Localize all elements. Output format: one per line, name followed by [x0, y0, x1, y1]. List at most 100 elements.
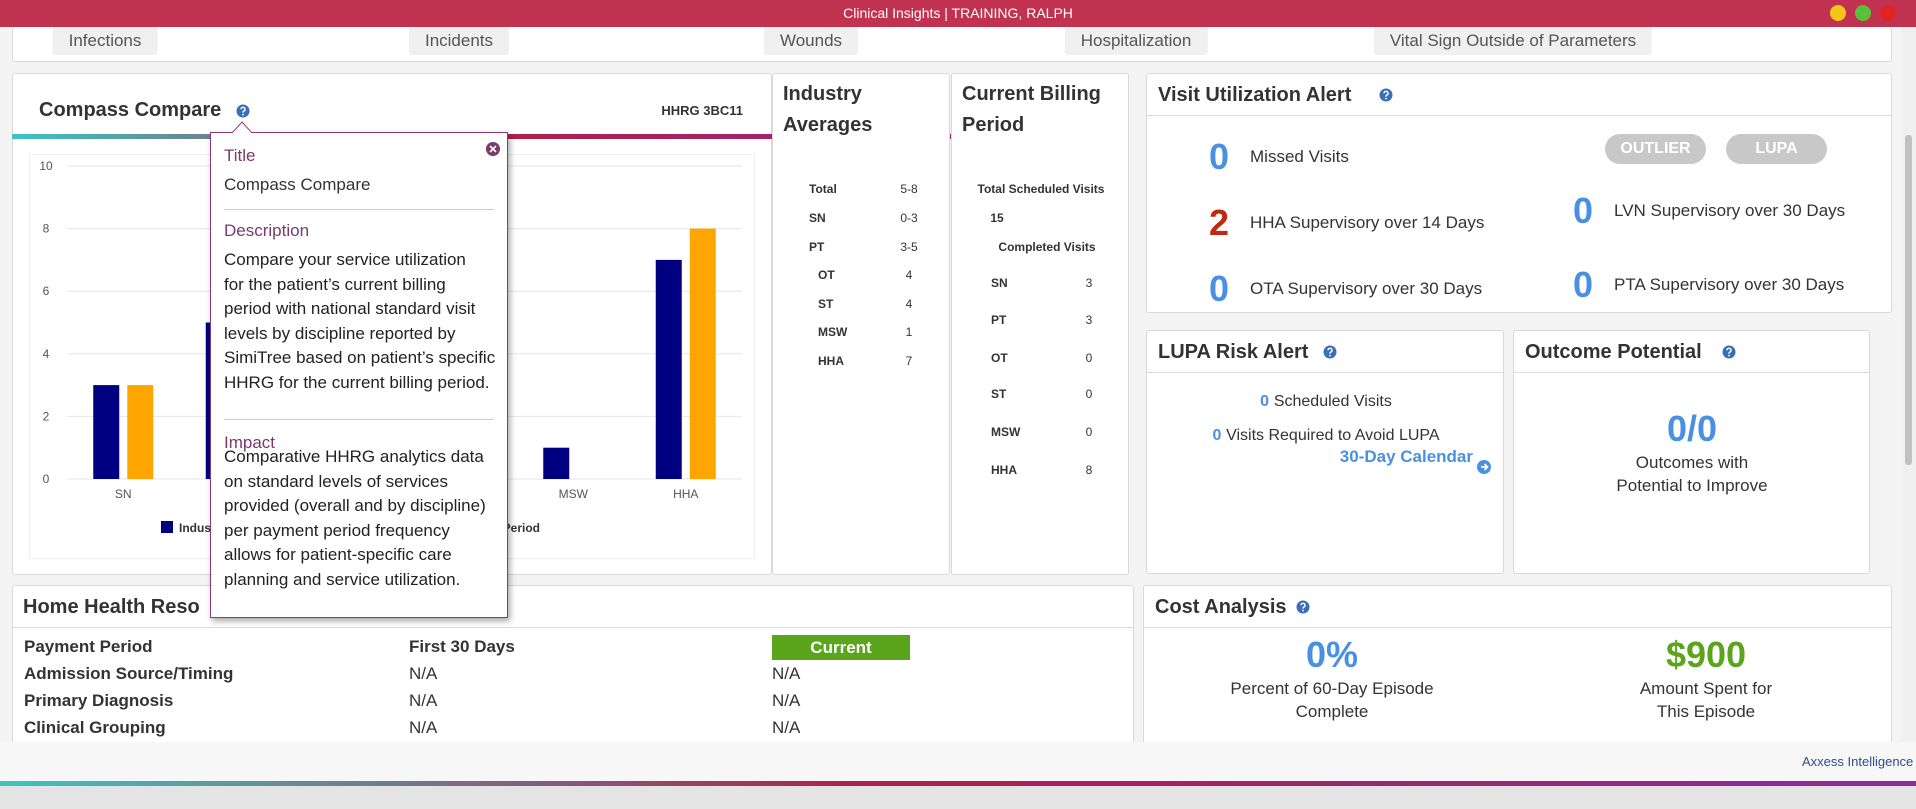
tab[interactable]: Incidents — [408, 27, 510, 55]
tooltip-text: per payment period frequency — [224, 520, 450, 540]
row-value: N/A — [409, 718, 438, 737]
y-tick-label: 8 — [43, 222, 50, 236]
lupa-row: 0 Visits Required to Avoid LUPA — [1212, 425, 1439, 445]
tab[interactable]: Infections — [52, 27, 158, 55]
tooltip-text: period with national standard visit — [224, 299, 476, 318]
row-label: OT — [991, 351, 1008, 365]
row-value: 4 — [905, 297, 913, 311]
row-label: HHA — [818, 354, 844, 368]
tab[interactable]: Wounds — [763, 27, 859, 55]
divider — [1147, 372, 1503, 373]
row-value: N/A — [772, 718, 801, 737]
divider — [13, 627, 1133, 628]
minimize-button[interactable] — [1830, 5, 1846, 21]
divider — [224, 209, 494, 210]
tooltip-close[interactable] — [485, 141, 501, 157]
title-bar: Clinical Insights | TRAINING, RALPH — [0, 0, 1916, 27]
metric-label: Visits Required to Avoid LUPA — [1226, 427, 1440, 444]
calendar-link[interactable]: 30-Day Calendar — [1339, 447, 1473, 466]
panel-title: Visit Utilization Alert — [1158, 84, 1352, 106]
brand: Axxess Intelligence — [1802, 754, 1914, 769]
y-tick-label: 2 — [43, 409, 50, 423]
metric-label: Scheduled Visits — [1273, 393, 1392, 410]
industry-panel: Industry Averages Total 5-8 SN 0-3 PT 3-5 OT 4 ST 4… — [772, 73, 950, 575]
scroll-thumb[interactable] — [1905, 135, 1912, 465]
footer: Axxess Intelligence — [0, 742, 1916, 782]
tooltip-text: provided (overall and by discipline) — [224, 496, 486, 515]
row-value: 0-3 — [900, 211, 918, 225]
row-label: ST — [818, 297, 834, 311]
bar — [543, 447, 570, 479]
bar — [93, 385, 120, 479]
tab[interactable]: Vital Sign Outside of Parameters — [1373, 27, 1653, 55]
total-label: Total Scheduled Visits — [977, 182, 1105, 196]
status-bar — [0, 786, 1916, 809]
divider — [1514, 372, 1869, 373]
completed-label: Completed Visits — [998, 240, 1096, 254]
y-tick-label: 10 — [39, 159, 53, 173]
outcome-value: 0/0 — [1666, 408, 1718, 449]
metric-value: 0 — [1212, 427, 1222, 444]
cost-label: Amount Spent for — [1639, 679, 1773, 698]
panel-title: Current Billing — [962, 83, 1101, 105]
y-tick-label: 0 — [43, 472, 50, 486]
lupa-panel: LUPA Risk Alert 0 Scheduled Visits 0 Visi… — [1146, 330, 1504, 574]
cost-panel: Cost Analysis 0% Percent of 60-Day Episod… — [1143, 585, 1892, 750]
panel-title: Period — [962, 114, 1025, 136]
cost-value: $900 — [1665, 634, 1747, 675]
tooltip-text: Comparative HHRG analytics data — [224, 447, 484, 466]
maximize-button[interactable] — [1855, 5, 1871, 21]
help-icon[interactable] — [1722, 345, 1736, 359]
tooltip-label: Impact — [224, 433, 276, 452]
row-label: Clinical Grouping — [24, 718, 166, 737]
help-icon[interactable] — [1379, 88, 1393, 102]
row-label: SN — [809, 211, 826, 225]
row-label: ST — [991, 387, 1007, 401]
badge[interactable]: OUTLIER — [1605, 134, 1706, 164]
tooltip-text: HHRG for the current billing period. — [224, 372, 490, 392]
metric-label: Missed Visits — [1250, 147, 1349, 166]
badge[interactable]: LUPA — [1726, 134, 1827, 164]
row-label: Total — [809, 182, 837, 196]
tooltip-text: Compare your service utilization — [224, 250, 466, 269]
y-tick-label: 6 — [43, 284, 50, 298]
x-tick-label: HHA — [673, 487, 698, 501]
metric-label: HHA Supervisory over 14 Days — [1250, 213, 1485, 232]
arrow-icon — [1477, 460, 1491, 474]
cost-value: 0% — [1305, 634, 1359, 675]
row-label: Payment Period — [24, 637, 153, 656]
metric-value: 0 — [1572, 264, 1594, 305]
row-value: 4 — [905, 268, 913, 282]
panel-title: Averages — [783, 114, 873, 136]
tooltip-text: levels by discipline reported by — [224, 323, 456, 343]
row-value: 3 — [1085, 276, 1093, 290]
help-icon[interactable] — [1323, 345, 1337, 359]
row-value: 3 — [1085, 313, 1093, 327]
panel-title: Outcome Potential — [1525, 341, 1702, 363]
compass-title: Compass Compare — [39, 99, 222, 121]
row-value: N/A — [409, 664, 438, 683]
row-value: 7 — [905, 354, 913, 368]
divider — [224, 419, 494, 420]
row-value: 0 — [1085, 425, 1093, 439]
window-title: Clinical Insights | TRAINING, RALPH — [843, 5, 1073, 21]
help-icon[interactable] — [1296, 600, 1310, 614]
row-value: N/A — [409, 691, 438, 710]
tooltip-title: Compass Compare — [224, 175, 371, 194]
row-label: PT — [809, 240, 825, 254]
header-rule — [12, 134, 1128, 139]
scrollbar[interactable] — [1901, 27, 1916, 742]
row-value: 5-8 — [900, 182, 918, 196]
row-label: MSW — [991, 425, 1021, 439]
tab[interactable]: Hospitalization — [1064, 27, 1208, 55]
row-label: MSW — [818, 325, 848, 339]
panel-title: Cost Analysis — [1155, 596, 1287, 618]
tooltip-label: Title — [224, 146, 256, 165]
row-label: HHA — [991, 463, 1017, 477]
total-value: 15 — [990, 211, 1004, 225]
tooltip-pointer — [232, 121, 252, 133]
row-label: OT — [818, 268, 835, 282]
panel-title: Industry — [783, 83, 862, 105]
help-icon[interactable] — [236, 104, 250, 118]
close-button[interactable] — [1880, 5, 1896, 21]
